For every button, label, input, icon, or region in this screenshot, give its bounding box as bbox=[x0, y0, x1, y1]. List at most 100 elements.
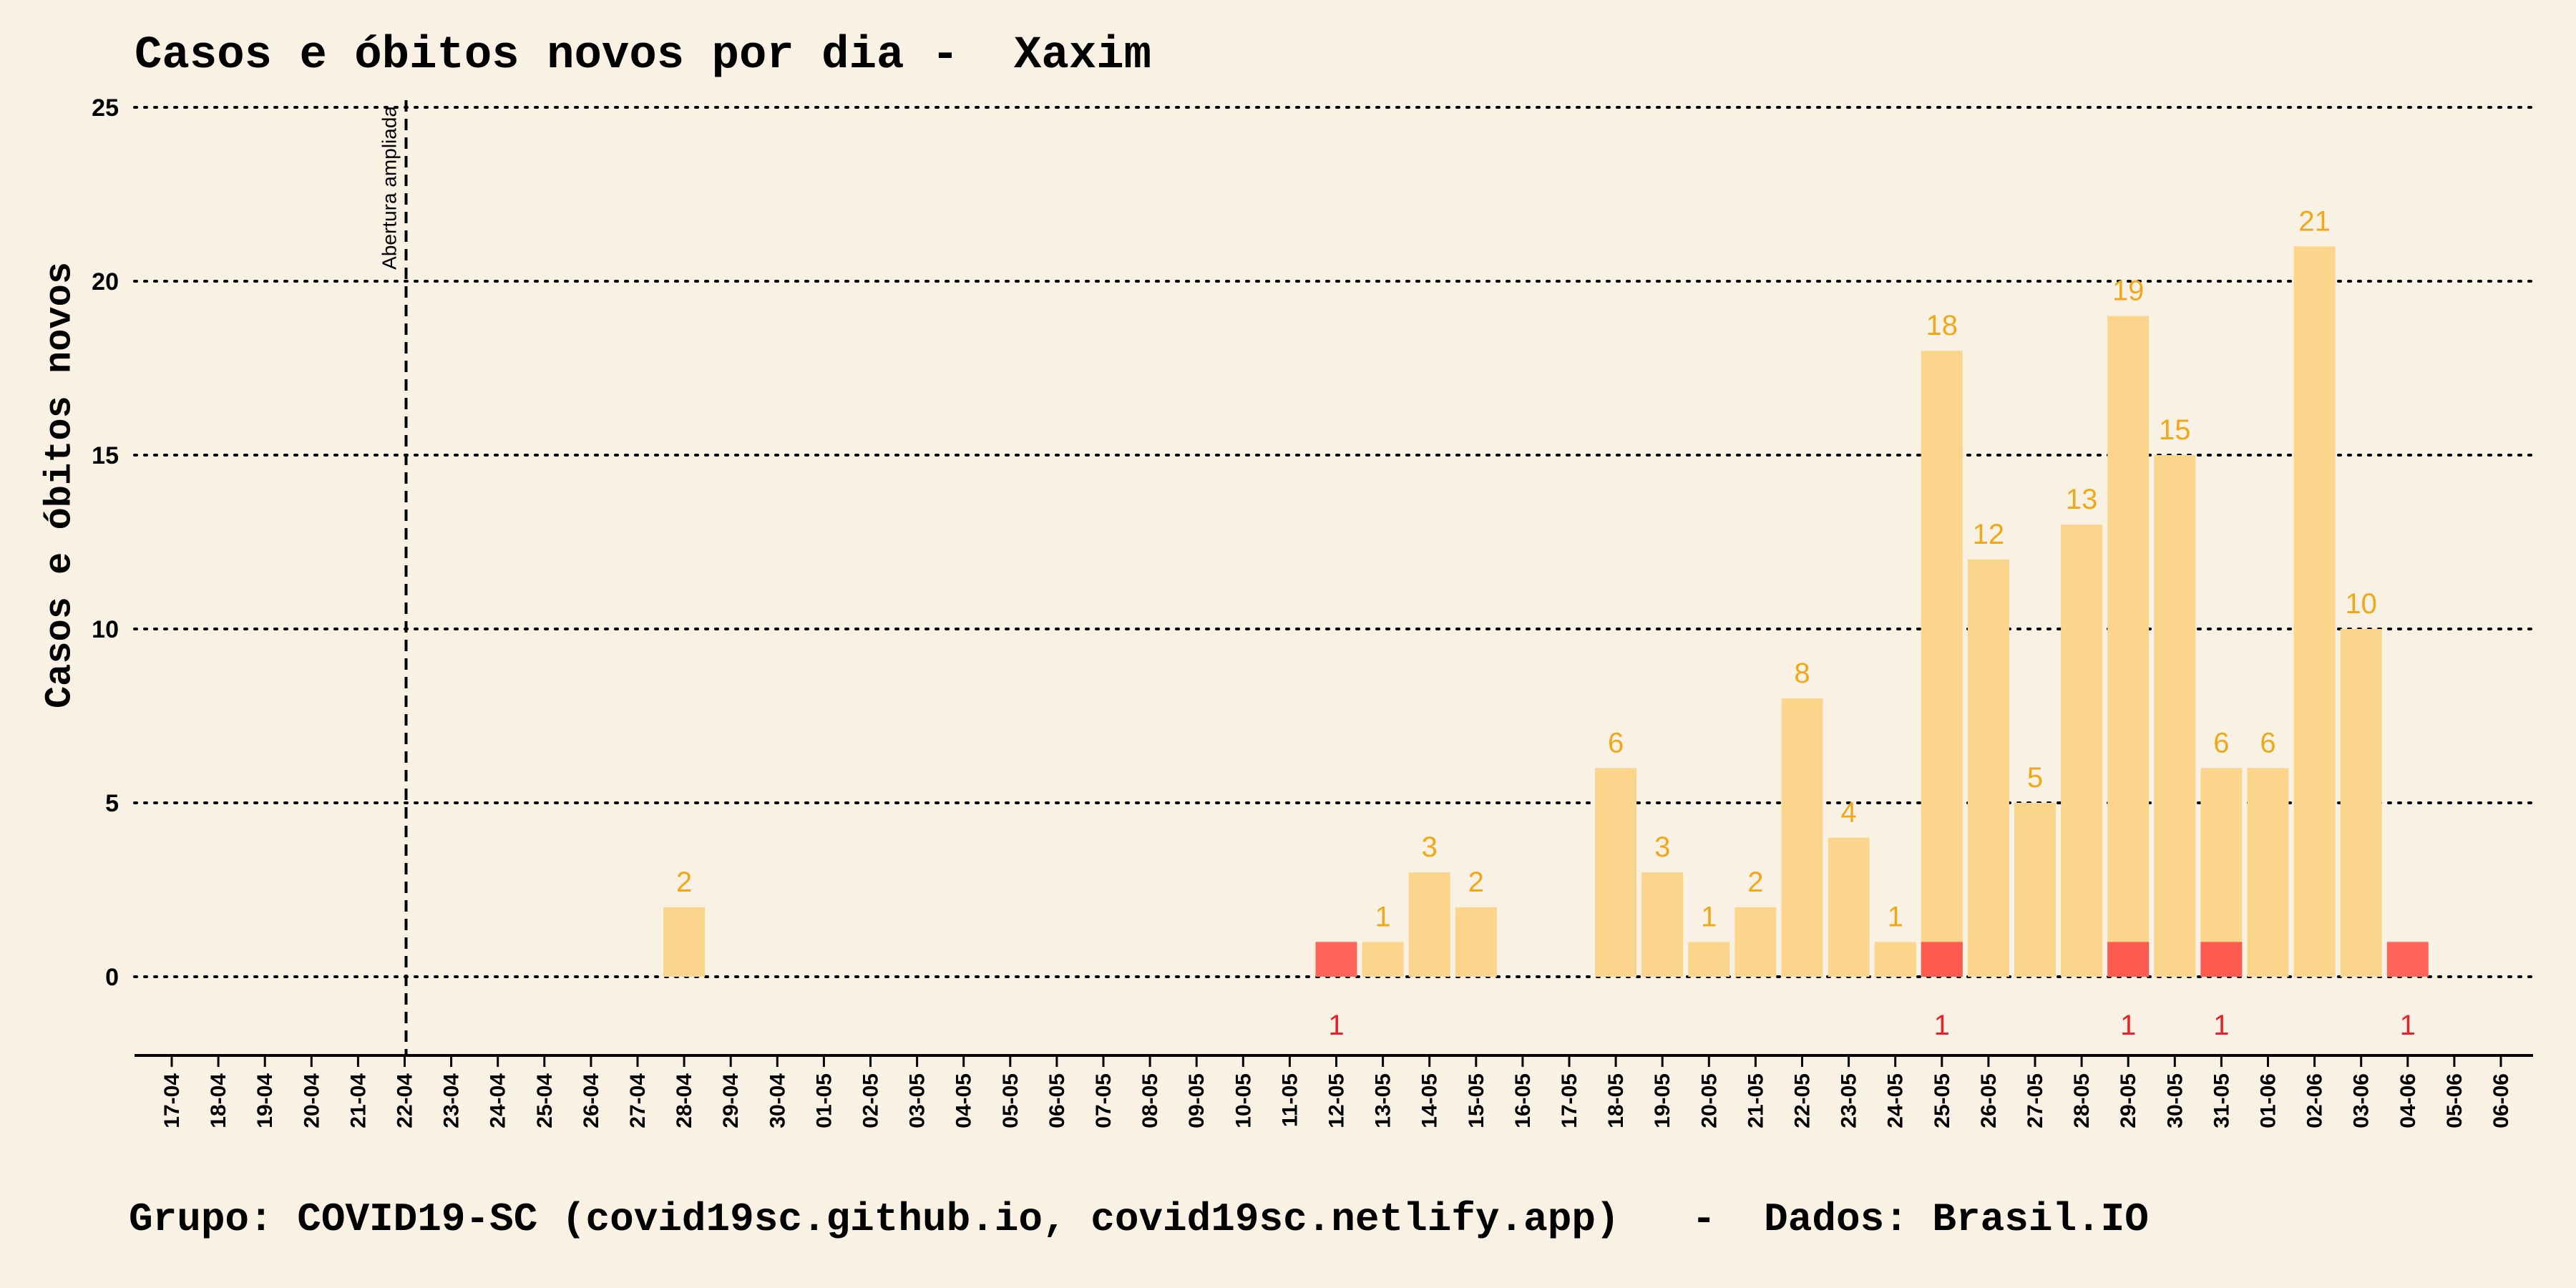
x-tick-label: 18-05 bbox=[1604, 1073, 1628, 1128]
x-tick-label: 25-05 bbox=[1931, 1073, 1954, 1128]
case-bar bbox=[1828, 837, 1870, 977]
x-tick-label: 21-04 bbox=[346, 1073, 370, 1128]
case-value-label: 3 bbox=[1422, 831, 1438, 863]
x-tick-label: 28-05 bbox=[2070, 1073, 2094, 1128]
case-bar bbox=[1595, 768, 1637, 977]
x-tick-label: 31-05 bbox=[2210, 1073, 2233, 1128]
x-tick-label: 18-04 bbox=[207, 1073, 230, 1128]
x-tick-label: 04-06 bbox=[2396, 1073, 2420, 1128]
death-value-label: 1 bbox=[1328, 1010, 1344, 1041]
x-tick-label: 19-05 bbox=[1651, 1073, 1674, 1128]
x-tick-label: 29-04 bbox=[719, 1073, 743, 1128]
x-tick-label: 07-05 bbox=[1092, 1073, 1116, 1128]
y-tick-label: 20 bbox=[92, 268, 119, 296]
x-tick-label: 22-05 bbox=[1791, 1073, 1815, 1128]
x-tick-label: 16-05 bbox=[1511, 1073, 1535, 1128]
case-value-label: 8 bbox=[1794, 658, 1810, 689]
x-tick-label: 06-05 bbox=[1045, 1073, 1069, 1128]
death-value-label: 1 bbox=[2213, 1010, 2229, 1041]
x-tick-label: 06-06 bbox=[2489, 1073, 2513, 1128]
x-tick-label: 02-05 bbox=[859, 1073, 883, 1128]
case-value-label: 1 bbox=[1375, 901, 1390, 932]
x-tick-label: 20-05 bbox=[1697, 1073, 1721, 1128]
x-tick-label: 24-04 bbox=[487, 1073, 510, 1128]
x-tick-label: 17-05 bbox=[1558, 1073, 1581, 1128]
case-bar bbox=[1455, 907, 1497, 977]
x-tick-label: 14-05 bbox=[1418, 1073, 1442, 1128]
x-tick-label: 13-05 bbox=[1372, 1073, 1395, 1128]
case-bar bbox=[2154, 455, 2196, 977]
case-value-label: 4 bbox=[1840, 797, 1856, 829]
case-value-label: 19 bbox=[2112, 275, 2145, 307]
x-tick-label: 23-04 bbox=[440, 1073, 464, 1128]
death-bar bbox=[2107, 942, 2150, 977]
death-value-label: 1 bbox=[2120, 1010, 2136, 1041]
x-tick-label: 26-05 bbox=[1977, 1073, 2001, 1128]
death-value-label: 1 bbox=[1934, 1010, 1950, 1041]
x-tick-label: 27-04 bbox=[626, 1073, 650, 1128]
x-tick-label: 25-04 bbox=[533, 1073, 557, 1128]
x-tick-label: 02-06 bbox=[2303, 1073, 2327, 1128]
y-tick-label: 15 bbox=[92, 442, 119, 469]
case-bar bbox=[1967, 559, 2009, 977]
x-tick-label: 28-04 bbox=[673, 1073, 696, 1128]
x-tick-label: 27-05 bbox=[2024, 1073, 2047, 1128]
y-tick-label: 0 bbox=[105, 964, 119, 991]
case-value-label: 3 bbox=[1654, 831, 1670, 863]
y-tick-label: 10 bbox=[92, 616, 119, 643]
y-tick-label: 25 bbox=[92, 94, 119, 122]
x-tick-label: 08-05 bbox=[1138, 1073, 1162, 1128]
death-bar bbox=[2386, 942, 2429, 977]
death-bar bbox=[1315, 942, 1357, 977]
x-tick-label: 26-04 bbox=[580, 1073, 603, 1128]
x-tick-label: 04-05 bbox=[952, 1073, 976, 1128]
death-bar bbox=[1921, 942, 1963, 977]
case-value-label: 1 bbox=[1701, 901, 1717, 932]
x-tick-label: 05-06 bbox=[2443, 1073, 2467, 1128]
x-tick-label: 05-05 bbox=[999, 1073, 1023, 1128]
case-bar bbox=[2107, 316, 2150, 977]
death-bar bbox=[2200, 942, 2243, 977]
x-tick-label: 12-05 bbox=[1325, 1073, 1349, 1128]
case-bar bbox=[2014, 803, 2056, 977]
footer-credits: Grupo: COVID19-SC (covid19sc.github.io, … bbox=[129, 1196, 2149, 1242]
case-bar bbox=[1874, 942, 1916, 977]
case-bar bbox=[1688, 942, 1730, 977]
death-value-label: 1 bbox=[2400, 1010, 2416, 1041]
x-tick-label: 01-06 bbox=[2257, 1073, 2280, 1128]
x-tick-label: 24-05 bbox=[1884, 1073, 1908, 1128]
case-bar bbox=[663, 907, 706, 977]
case-value-label: 1 bbox=[1888, 901, 1903, 932]
case-value-label: 15 bbox=[2159, 414, 2191, 446]
case-value-label: 2 bbox=[676, 867, 692, 898]
annotations: Abertura ampliada bbox=[379, 100, 408, 1055]
case-bar bbox=[2247, 768, 2289, 977]
x-tick-label: 17-04 bbox=[160, 1073, 184, 1128]
case-bar bbox=[2340, 629, 2382, 977]
case-bar bbox=[1781, 698, 1823, 977]
case-bar bbox=[2061, 525, 2103, 977]
case-value-label: 12 bbox=[1973, 519, 2005, 550]
case-value-label: 18 bbox=[1926, 310, 1958, 341]
y-tick-label: 5 bbox=[105, 790, 119, 817]
case-bar bbox=[1362, 942, 1404, 977]
case-value-label: 5 bbox=[2027, 762, 2043, 794]
case-value-label: 6 bbox=[2260, 727, 2275, 758]
case-value-label: 21 bbox=[2298, 205, 2331, 237]
case-value-label: 6 bbox=[2213, 727, 2229, 758]
case-bar bbox=[1735, 907, 1777, 977]
bars bbox=[663, 246, 2429, 977]
case-value-label: 6 bbox=[1608, 727, 1624, 758]
case-bar bbox=[2293, 246, 2336, 977]
case-bar bbox=[1921, 351, 1963, 977]
x-tick-label: 03-05 bbox=[906, 1073, 930, 1128]
gridlines bbox=[133, 106, 2534, 978]
case-value-label: 13 bbox=[2066, 484, 2098, 515]
x-tick-label: 19-04 bbox=[253, 1073, 277, 1128]
case-value-label: 10 bbox=[2345, 588, 2377, 620]
x-tick-label: 09-05 bbox=[1185, 1073, 1209, 1128]
x-tick-label: 23-05 bbox=[1838, 1073, 1861, 1128]
x-tick-label: 10-05 bbox=[1231, 1073, 1255, 1128]
